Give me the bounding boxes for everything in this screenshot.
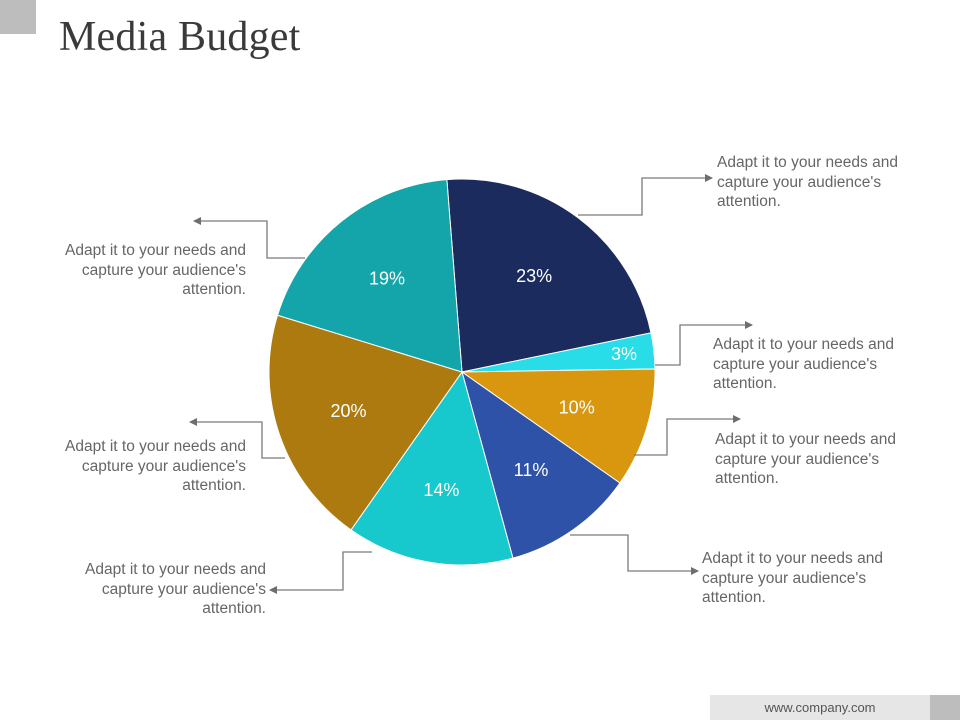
slice-label-14: 14%	[423, 480, 459, 500]
pie-slice-10	[460, 368, 656, 484]
pie-slice-23	[446, 178, 652, 373]
leader-line-23	[578, 174, 713, 216]
callout-text-11: Adapt it to your needs and capture your …	[702, 550, 883, 606]
pie-slice-14	[350, 370, 514, 566]
slice-label-3: 3%	[611, 344, 637, 364]
callout-leader-lines	[189, 174, 753, 594]
pie-slices	[268, 178, 656, 566]
corner-accent	[0, 0, 36, 34]
callout-text-20: Adapt it to your needs and capture your …	[65, 438, 246, 494]
callout-text-10: Adapt it to your needs and capture your …	[715, 431, 896, 487]
callout-text-3: Adapt it to your needs and capture your …	[713, 336, 894, 392]
callout-text-14: Adapt it to your needs and capture your …	[85, 561, 266, 617]
leader-line-3	[655, 321, 753, 366]
pie-slice-11	[461, 370, 621, 559]
pie-slice-19	[276, 179, 463, 373]
slice-label-19: 19%	[369, 268, 405, 288]
leader-line-14	[269, 551, 372, 594]
callout-text-19: Adapt it to your needs and capture your …	[65, 242, 246, 298]
leader-line-11	[570, 534, 699, 575]
slice-label-20: 20%	[330, 401, 366, 421]
pie-percentage-labels: 23% 3% 10% 11% 14% 20% 19%	[330, 266, 637, 500]
pie-slice-20	[268, 314, 463, 531]
footer-website: www.company.com	[764, 700, 876, 715]
footer-bar	[710, 695, 930, 720]
page-title: Media Budget	[59, 14, 301, 60]
leader-line-10	[634, 415, 741, 456]
slice-label-11: 11%	[514, 460, 549, 480]
callout-text-23: Adapt it to your needs and capture your …	[717, 154, 898, 210]
footer-accent	[930, 695, 960, 720]
leader-line-19	[193, 217, 305, 259]
slice-label-10: 10%	[559, 397, 595, 417]
slice-label-23: 23%	[516, 266, 552, 286]
leader-line-20	[189, 418, 285, 459]
